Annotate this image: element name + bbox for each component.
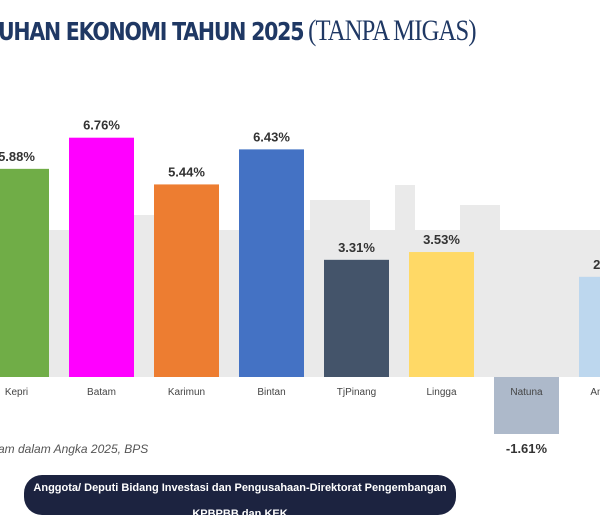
category-label: Kepri — [5, 387, 28, 398]
category-label: Natuna — [510, 387, 543, 398]
category-label: Lingga — [426, 387, 456, 398]
data-label: 5.44% — [168, 164, 205, 179]
data-label: 5.88% — [0, 149, 35, 164]
data-label: 6.43% — [253, 129, 290, 144]
data-label: 3.31% — [338, 240, 375, 255]
bar-bintan — [239, 149, 304, 377]
source-note: am dalam Angka 2025, BPS — [0, 442, 149, 456]
category-label: Anambas — [590, 387, 600, 398]
bar-natuna — [494, 377, 559, 434]
chart-title: UHAN EKONOMI TAHUN 2025 (TANPA MIGAS) — [0, 14, 477, 47]
bar-tjpinang — [324, 259, 389, 377]
data-label: 2.83% — [593, 257, 600, 272]
footer-banner: Anggota/ Deputi Bidang Investasi dan Pen… — [24, 475, 456, 520]
data-label: 6.76% — [83, 118, 120, 133]
bar-batam — [69, 137, 134, 377]
bar-chart: 5.88% Kepri 6.76% Batam 5.44% Karimun 6.43% Bin… — [0, 118, 600, 456]
bar-anambas — [579, 276, 600, 377]
data-label: -1.61% — [506, 441, 548, 456]
data-label: 3.53% — [423, 232, 460, 247]
bar-lingga — [409, 252, 474, 377]
category-label: Bintan — [257, 387, 285, 398]
category-label: TjPinang — [337, 387, 376, 398]
category-label: Karimun — [168, 387, 205, 398]
bar-karimun — [154, 184, 219, 377]
category-label: Batam — [87, 387, 116, 398]
bar-kepri — [0, 168, 49, 377]
